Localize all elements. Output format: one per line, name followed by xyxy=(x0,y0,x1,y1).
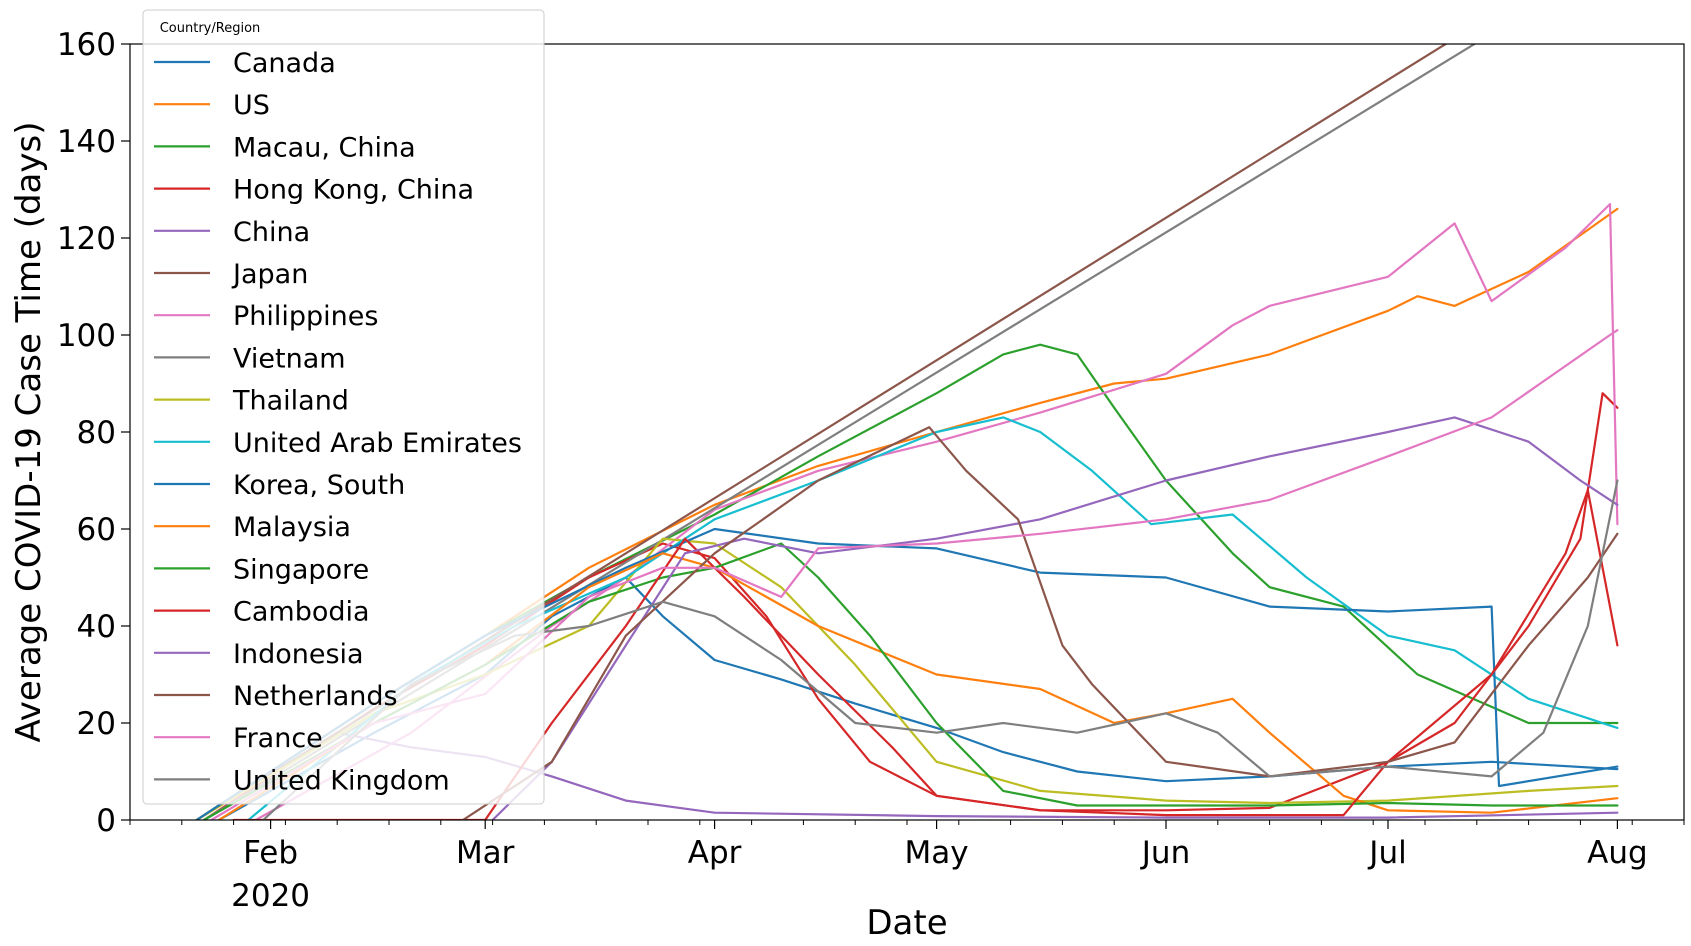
y-tick-label-5: 100 xyxy=(57,318,116,354)
y-axis-title: Average COVID-19 Case Time (days) xyxy=(9,122,49,743)
legend-label-11: Malaysia xyxy=(233,512,351,543)
x-axis-title: Date xyxy=(866,903,947,943)
series-line-15 xyxy=(461,426,1619,820)
legend-label-0: Canada xyxy=(233,48,336,79)
x-tick-label-2: Apr xyxy=(688,835,742,871)
legend-label-9: United Arab Emirates xyxy=(233,428,522,459)
y-tick-label-2: 40 xyxy=(77,609,116,645)
y-axis: 0 20 40 60 80 100 120 140 160 xyxy=(57,27,130,839)
x-tick-label-4: Jun xyxy=(1140,835,1190,871)
y-tick-label-4: 80 xyxy=(77,415,116,451)
legend-label-14: Indonesia xyxy=(233,639,364,670)
legend-label-3: Hong Kong, China xyxy=(233,175,474,206)
series-line-17 xyxy=(262,479,1619,820)
legend-label-5: Japan xyxy=(231,259,308,290)
x-tick-label-5: Jul xyxy=(1367,835,1406,871)
legend-label-7: Vietnam xyxy=(233,343,346,374)
series-line-6 xyxy=(254,203,1619,820)
legend-label-1: US xyxy=(233,90,270,121)
series-line-9 xyxy=(247,416,1619,820)
legend: Country/Region Canada US Macau, China Hong … xyxy=(142,9,545,805)
legend-label-13: Cambodia xyxy=(233,597,370,628)
legend-label-8: Thailand xyxy=(232,386,349,417)
legend-label-16: France xyxy=(233,723,323,754)
series-line-13 xyxy=(232,489,1619,820)
y-tick-label-0: 0 xyxy=(96,803,116,839)
legend-entries: Canada US Macau, China Hong Kong, China Chin… xyxy=(154,48,522,796)
x-tick-label-1: Mar xyxy=(456,835,515,871)
legend-label-10: Korea, South xyxy=(233,470,405,501)
legend-label-4: China xyxy=(233,217,310,248)
legend-label-6: Philippines xyxy=(233,301,378,332)
y-tick-label-7: 140 xyxy=(57,124,116,160)
x-tick-label-0: Feb xyxy=(243,835,298,871)
legend-label-17: United Kingdom xyxy=(233,765,450,796)
legend-label-2: Macau, China xyxy=(233,132,416,163)
legend-label-12: Singapore xyxy=(233,554,369,585)
x-tick-label-3: May xyxy=(905,835,969,871)
x-tick-label-6: Aug xyxy=(1587,835,1648,871)
y-tick-label-8: 160 xyxy=(57,27,116,63)
series-line-11 xyxy=(217,552,1619,820)
x-axis: Feb 2020 Mar Apr May Jun Jul Aug xyxy=(129,820,1685,914)
series-line-12 xyxy=(202,542,1619,820)
y-tick-label-6: 120 xyxy=(57,221,116,257)
y-tick-label-1: 20 xyxy=(77,706,116,742)
x-tick-sublabel-0: 2020 xyxy=(231,878,310,914)
legend-box xyxy=(142,9,545,805)
legend-title: Country/Region xyxy=(160,21,261,36)
legend-label-15: Netherlands xyxy=(233,681,398,712)
y-tick-label-3: 60 xyxy=(77,512,116,548)
series-line-14 xyxy=(491,416,1619,820)
